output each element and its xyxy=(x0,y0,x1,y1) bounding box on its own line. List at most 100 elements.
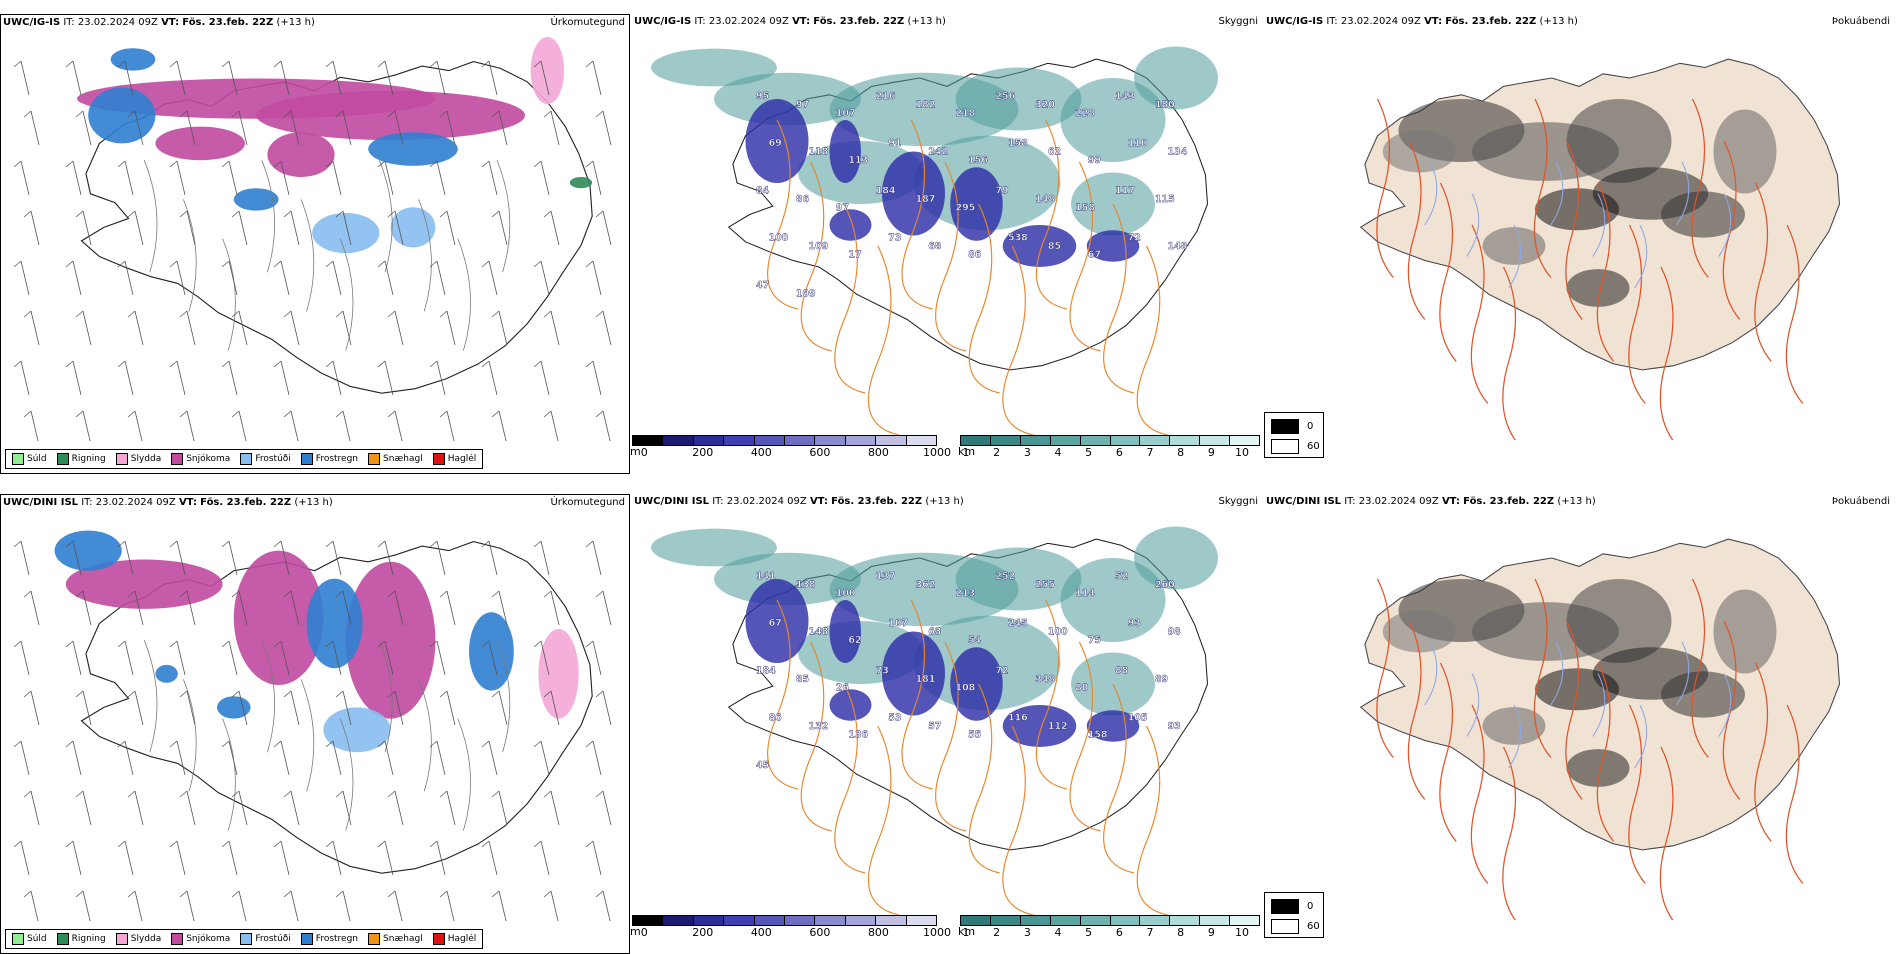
legend-swatch xyxy=(12,453,24,465)
wind-barb xyxy=(498,890,507,921)
colorbar-cell xyxy=(876,436,907,445)
wind-barb xyxy=(30,590,40,626)
cloud-base-label: 26 xyxy=(836,682,850,693)
precip-legend-item: Frostregn xyxy=(300,453,358,465)
precip-legend-item: Haglél xyxy=(432,933,476,945)
legend-swatch xyxy=(432,453,445,465)
wind-barb xyxy=(592,840,602,876)
cloud-base-label: 53 xyxy=(888,713,901,724)
colorbar-tick-label: 200 xyxy=(692,926,714,939)
wind-barb-flag xyxy=(543,110,552,118)
wind-barb xyxy=(176,540,186,576)
wind-barb-flag xyxy=(117,540,126,548)
wind-barb-flag xyxy=(13,160,22,168)
colorbar-tick-label: 800 xyxy=(867,926,889,939)
wind-barb xyxy=(134,790,144,826)
colorbar-unit: m xyxy=(630,445,641,458)
wind-barb xyxy=(238,690,248,726)
fog-panel-row1: UWC/IG-IS IT: 23.02.2024 09Z VT: Fös. 23… xyxy=(1264,14,1894,474)
wind-barb xyxy=(436,540,446,576)
wind-barb-flag xyxy=(65,840,74,848)
cloud-base-label: 180 xyxy=(1155,99,1175,110)
colorbar-cell xyxy=(754,916,786,925)
cloud-base-label: 148 xyxy=(809,627,829,638)
cloud-base-label: 100 xyxy=(1048,627,1068,638)
wind-barb xyxy=(72,840,82,876)
cloud-base-label: 100 xyxy=(769,233,789,244)
cloud-base-label: 256 xyxy=(995,91,1015,102)
wind-barb xyxy=(290,790,300,826)
wind-barb-flag xyxy=(533,740,542,748)
precip-legend-item: Rigning xyxy=(56,453,106,465)
wind-barb xyxy=(124,160,134,196)
fog-legend-label: 0 xyxy=(1307,901,1314,912)
fog-legend-item: 0 xyxy=(1271,899,1313,914)
wind-barb-flag xyxy=(595,310,604,318)
colorbar-cell xyxy=(1020,916,1051,925)
wind-barb-flag xyxy=(439,310,448,318)
wind-barb-flag xyxy=(13,360,22,368)
wind-barb-flag xyxy=(231,210,240,218)
wind-barb xyxy=(176,360,186,396)
wind-barb-flag xyxy=(543,590,552,598)
wind-barb xyxy=(176,840,186,876)
wind-barb-flag xyxy=(117,840,126,848)
wind-barb xyxy=(290,690,300,726)
wind-barb xyxy=(602,690,612,726)
cloud-base-label: 54 xyxy=(968,635,982,646)
wind-barb-flag xyxy=(117,640,126,648)
wind-barb xyxy=(540,260,550,296)
colorbar-cell xyxy=(693,916,725,925)
wind-barb-flag xyxy=(13,640,22,648)
wind-barb xyxy=(332,540,342,576)
panel-title: UWC/IG-IS IT: 23.02.2024 09Z VT: Fös. 23… xyxy=(634,16,946,27)
wind-barb-flag xyxy=(117,260,126,268)
wind-barb-flag xyxy=(179,110,188,118)
cloud-base-label: 187 xyxy=(916,194,936,205)
legend-label: Slydda xyxy=(130,454,162,464)
precip-panel-row2: UWC/DINI ISL IT: 23.02.2024 09Z VT: Fös.… xyxy=(0,494,630,954)
fog-map xyxy=(1359,538,1841,920)
wind-barb-flag xyxy=(221,540,230,548)
legend-swatch xyxy=(300,933,313,945)
legend-label: Rigning xyxy=(71,934,106,944)
wind-barb-flag xyxy=(387,110,396,118)
wind-barb-flag xyxy=(491,690,500,698)
wind-barb xyxy=(228,540,238,576)
wind-barb-flag xyxy=(283,210,292,218)
height-colorbar: 0 200 400 600 800 1000 m xyxy=(630,435,951,463)
wind-barb xyxy=(446,310,456,346)
legend-swatch xyxy=(115,453,128,465)
wind-barb xyxy=(384,160,394,196)
wind-barb xyxy=(30,410,39,441)
cloud-base-label: 117 xyxy=(1115,186,1135,197)
fog-legend-swatch xyxy=(1271,439,1299,454)
wind-barb xyxy=(20,540,30,576)
colorbar-cell xyxy=(1140,436,1171,445)
colorbar-tick-label: 7 xyxy=(1146,446,1154,459)
wind-barb xyxy=(394,790,404,826)
wind-barb xyxy=(602,590,612,626)
colorbar-tick-label: 2 xyxy=(993,926,1001,939)
wind-barb-flag xyxy=(439,890,448,898)
wind-barb xyxy=(290,110,300,146)
wind-barb xyxy=(498,210,508,246)
legend-label: Frostúði xyxy=(255,934,291,944)
wind-barb-flag xyxy=(65,160,74,168)
wind-barb xyxy=(134,210,144,246)
wind-barb-flag xyxy=(377,360,386,368)
wind-barb xyxy=(134,890,143,921)
wind-barb-flag xyxy=(481,160,490,168)
wind-barb xyxy=(280,60,290,96)
colorbar-cell xyxy=(961,436,991,445)
wind-barb xyxy=(446,210,456,246)
wind-barb-flag xyxy=(179,210,188,218)
cloud-base-label: 80 xyxy=(1075,682,1089,693)
wind-barb xyxy=(134,310,144,346)
colorbar-tick-label: 600 xyxy=(809,446,831,459)
cloud-base-label: 86 xyxy=(796,194,810,205)
colorbar-cell xyxy=(724,916,755,925)
panel-title: UWC/IG-IS IT: 23.02.2024 09Z VT: Fös. 23… xyxy=(3,17,315,28)
wind-barb-flag xyxy=(221,60,230,68)
panel-type-title: Úrkomutegund xyxy=(550,17,625,28)
